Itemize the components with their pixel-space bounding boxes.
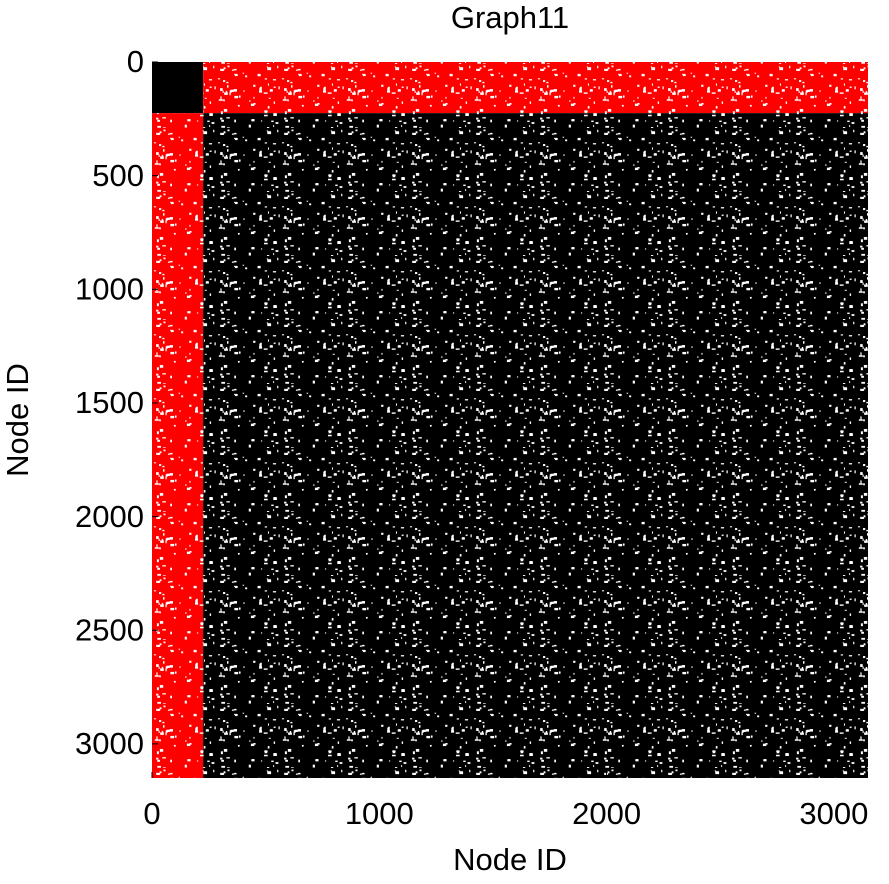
block: [152, 62, 204, 114]
x-tick-label: 0: [143, 796, 160, 831]
y-tick-label: 2500: [75, 612, 144, 647]
block-texture: [152, 113, 204, 778]
x-axis-label: Node ID: [453, 842, 567, 877]
y-tick-label: 1000: [75, 271, 144, 306]
chart-title: Graph11: [451, 0, 569, 35]
x-tick-label: 2000: [572, 796, 641, 831]
y-tick-label: 500: [92, 158, 144, 193]
y-tick-label: 3000: [75, 726, 144, 761]
x-tick-label: 1000: [345, 796, 414, 831]
y-axis-label: Node ID: [0, 363, 35, 477]
block-texture: [203, 113, 869, 778]
block-texture: [203, 62, 869, 114]
x-tick-label: 3000: [799, 796, 868, 831]
y-tick-label: 2000: [75, 499, 144, 534]
y-tick-label: 1500: [75, 385, 144, 420]
y-tick-label: 0: [127, 44, 144, 79]
